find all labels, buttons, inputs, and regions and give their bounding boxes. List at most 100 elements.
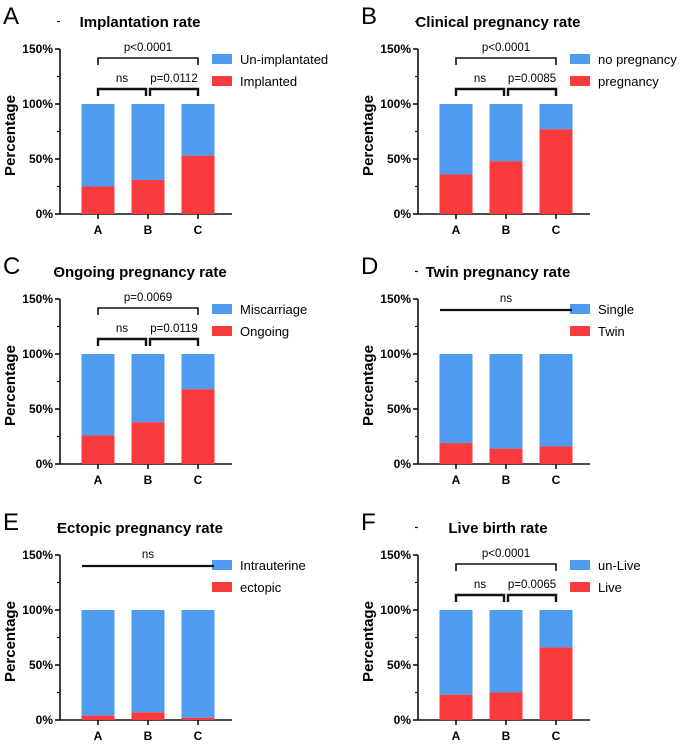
chart-title: Clinical pregnancy rate (415, 14, 580, 31)
significance-label: p=0.0065 (508, 579, 556, 591)
x-tick-label: B (502, 473, 511, 487)
legend-swatch (570, 54, 590, 64)
y-tick-label: 50% (29, 402, 53, 416)
bar-live (539, 647, 573, 720)
significance-bracket (97, 57, 199, 65)
legend-swatch (212, 582, 232, 592)
significance-label: p<0.0001 (124, 42, 172, 54)
bar-implanted (181, 155, 215, 214)
bar-live (439, 694, 473, 720)
bar-ectopic (81, 715, 115, 720)
significance-bracket (454, 593, 506, 602)
bar-twin (439, 443, 473, 464)
significance-label: p<0.0001 (482, 548, 530, 560)
bar-no-pregnancy (539, 104, 573, 130)
bar-ectopic (131, 712, 165, 720)
legend-label: pregnancy (598, 74, 659, 89)
legend-label: Implanted (240, 74, 297, 89)
y-tick-label: 0% (394, 457, 412, 471)
y-tick-label: 100% (22, 347, 53, 361)
y-tick-label: 50% (29, 658, 53, 672)
bar-intrauterine (131, 610, 165, 713)
y-tick-label: 150% (22, 42, 53, 56)
chart-title: Twin pregnancy rate (426, 264, 571, 281)
y-tick-label: 50% (387, 402, 411, 416)
bar-un-implantated (181, 104, 215, 156)
x-tick-label: C (552, 223, 561, 237)
y-tick-label: 0% (36, 457, 54, 471)
legend-label: Miscarriage (240, 302, 307, 317)
bar-pregnancy (539, 129, 573, 214)
chart-title: Ongoing pregnancy rate (53, 264, 226, 281)
legend-label: no pregnancy (598, 52, 677, 67)
x-tick-label: B (502, 729, 511, 743)
x-tick-label: B (502, 223, 511, 237)
x-tick-label: B (144, 473, 153, 487)
y-tick-label: 150% (380, 42, 411, 56)
significance-label: ns (474, 73, 486, 85)
y-tick-label: 150% (22, 292, 53, 306)
y-tick-label: 100% (380, 603, 411, 617)
bar-pregnancy (489, 161, 523, 214)
significance-label: ns (116, 73, 128, 85)
legend-swatch (570, 560, 590, 570)
bar-implanted (81, 186, 115, 214)
legend-swatch (212, 326, 232, 336)
legend-label: Twin (598, 324, 625, 339)
x-tick-label: A (452, 473, 461, 487)
bar-pregnancy (439, 174, 473, 214)
significance-bracket (96, 87, 148, 96)
legend-swatch (570, 582, 590, 592)
significance-label: ns (474, 579, 486, 591)
significance-bracket (97, 307, 199, 315)
bar-miscarriage (81, 354, 115, 436)
panel-e: E Ectopic pregnancy rate Percentage 0% 50% 10… (2, 509, 306, 743)
bar-miscarriage (131, 354, 165, 423)
x-tick-label: A (94, 473, 103, 487)
bar-implanted (131, 179, 165, 214)
legend-swatch (212, 304, 232, 314)
chart-title: Ectopic pregnancy rate (57, 520, 223, 537)
x-tick-label: A (94, 223, 103, 237)
y-tick-label: 150% (380, 548, 411, 562)
panel-letter: A (3, 3, 19, 30)
x-tick-label: B (144, 223, 153, 237)
y-tick-label: 50% (387, 658, 411, 672)
legend-label: un-Live (598, 558, 641, 573)
panel-f: F Live birth rate Percentage 0% 50% 100% 150% A… (360, 509, 641, 743)
significance-bracket (96, 337, 148, 346)
y-tick-label: 0% (394, 207, 412, 221)
panel-letter: C (3, 253, 20, 280)
bar-single (539, 354, 573, 447)
panel-letter: D (361, 253, 378, 280)
y-axis-label: Percentage (360, 95, 377, 176)
bar-live (489, 692, 523, 720)
legend-label: Ongoing (240, 324, 289, 339)
legend-swatch (570, 326, 590, 336)
y-tick-label: 0% (36, 713, 54, 727)
panel-letter: E (3, 509, 19, 536)
bar-twin (539, 446, 573, 464)
x-tick-label: C (194, 729, 203, 743)
significance-bracket (148, 87, 200, 96)
significance-bracket (455, 57, 557, 65)
significance-label: ns (142, 549, 154, 561)
y-tick-label: 100% (22, 603, 53, 617)
bar-ongoing (131, 422, 165, 464)
significance-label: p<0.0001 (482, 42, 530, 54)
panel-b: B Clinical pregnancy rate Percentage 0% 50% 1… (360, 3, 677, 237)
legend-swatch (570, 304, 590, 314)
y-tick-label: 150% (380, 292, 411, 306)
y-axis-label: Percentage (360, 601, 377, 682)
y-tick-label: 0% (394, 713, 412, 727)
significance-bracket (506, 87, 558, 96)
significance-label: ns (500, 293, 512, 305)
bar-intrauterine (181, 610, 215, 718)
y-tick-label: 100% (380, 347, 411, 361)
bar-single (489, 354, 523, 449)
y-axis-label: Percentage (360, 345, 377, 426)
significance-bracket (454, 87, 506, 96)
y-axis-label: Percentage (2, 345, 19, 426)
chart-title: Live birth rate (448, 520, 547, 537)
significance-bracket (506, 593, 558, 602)
